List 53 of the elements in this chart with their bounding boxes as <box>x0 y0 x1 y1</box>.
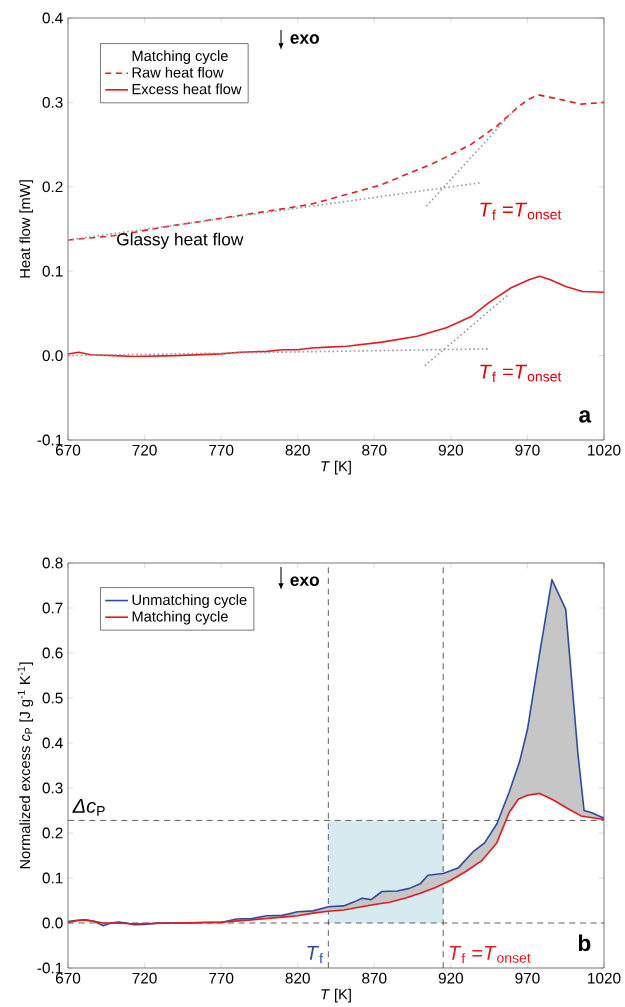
annotation: T$_{f}$ =T$_{onset}$ <box>480 364 562 382</box>
y-tick-label: 0.0 <box>42 350 63 362</box>
x-tick-label: 670 <box>55 444 81 456</box>
legend-label: Excess heat flow <box>132 83 242 95</box>
y-tick-label: 0.7 <box>42 602 63 614</box>
y-tick-label: 0.1 <box>42 265 63 277</box>
y-tick-label: 0.5 <box>42 692 63 704</box>
x-tick-label: 970 <box>515 972 540 984</box>
y-tick-label: -0.1 <box>37 962 63 974</box>
ref-line-label: T$_{f}$ <box>307 946 323 964</box>
y-tick-label: 0.4 <box>42 12 63 24</box>
x-tick-label: 870 <box>362 972 387 984</box>
x-tick-label: 870 <box>362 444 387 456</box>
x-tick-label: 1020 <box>588 972 621 984</box>
ref-line-label: Δc$_{P}$ <box>72 798 105 816</box>
annotation: b <box>578 934 591 952</box>
annotation: exo <box>290 34 319 44</box>
y-tick-label: 0.0 <box>42 917 63 929</box>
x-tick-label: 720 <box>132 972 157 984</box>
legend-label: Unmatching cycle <box>132 594 247 608</box>
y-tick-label: 0.1 <box>42 872 63 884</box>
x-tick-label: 820 <box>285 972 310 984</box>
x-tick-label: 670 <box>55 972 81 984</box>
y-tick-label: 0.8 <box>42 557 63 569</box>
annotation: a <box>579 410 592 423</box>
x-tick-label: 770 <box>209 444 234 456</box>
y-axis-title: Heat flow [mW] <box>19 180 34 278</box>
line-series <box>68 275 604 358</box>
x-axis-title: T [K] <box>321 460 351 475</box>
annotation: Glassy heat flow <box>117 232 244 249</box>
y-tick-label: 0.2 <box>42 827 63 839</box>
x-tick-label: 1020 <box>588 444 621 456</box>
x-tick-label: 820 <box>285 444 310 456</box>
line-series <box>68 792 604 925</box>
legend-title: Matching cycle <box>132 50 228 64</box>
y-tick-label: 0.6 <box>42 647 63 659</box>
y-tick-label: 0.4 <box>42 737 63 749</box>
y-tick-label: -0.1 <box>37 434 63 446</box>
x-tick-label: 920 <box>438 972 464 984</box>
ref-line-label: T$_{f}$ =T$_{onset}$ <box>449 946 531 964</box>
annotation: T$_{f}$ =T$_{onset}$ <box>480 202 562 220</box>
y-axis-title: Normalized excess c$_{P}$ [J g$^{-1}$ K$^{-1}$] <box>17 662 34 869</box>
x-tick-label: 720 <box>132 444 157 456</box>
legend-label: Matching cycle <box>132 610 228 625</box>
x-tick-label: 970 <box>515 444 540 456</box>
x-tick-label: 770 <box>209 972 234 984</box>
y-tick-label: 0.3 <box>42 782 63 794</box>
x-tick-label: 920 <box>438 444 464 456</box>
y-tick-label: 0.2 <box>42 181 63 193</box>
legend-label: Raw heat flow <box>132 66 224 78</box>
x-axis-title: T [K] <box>321 988 351 1003</box>
y-tick-label: 0.3 <box>42 96 63 108</box>
annotation: exo <box>290 576 319 586</box>
